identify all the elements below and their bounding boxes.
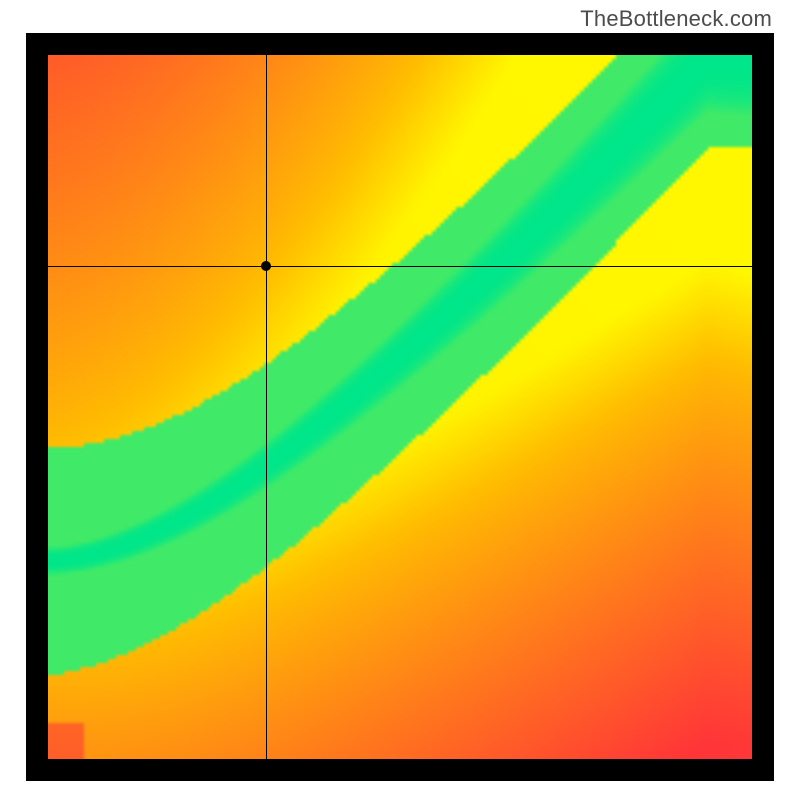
bottleneck-heatmap [48, 55, 752, 759]
chart-frame [26, 33, 774, 781]
watermark-text: TheBottleneck.com [580, 6, 772, 32]
